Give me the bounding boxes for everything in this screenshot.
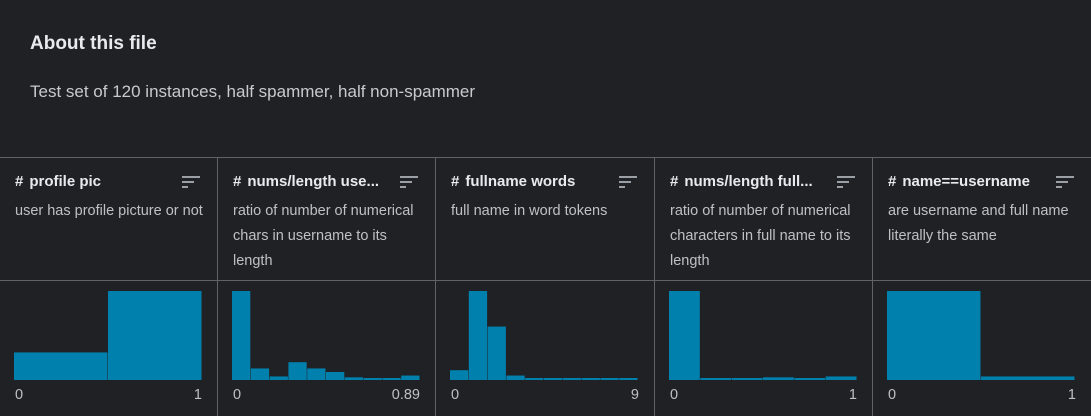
numeric-type-icon: #	[233, 172, 242, 190]
histogram-bar[interactable]	[700, 378, 732, 380]
column-card[interactable]: # fullname words full name in word token…	[436, 158, 655, 416]
numeric-type-icon: #	[451, 172, 460, 190]
column-title: nums/length full...	[684, 172, 813, 190]
histogram-bar[interactable]	[108, 291, 202, 380]
histogram-bar[interactable]	[382, 378, 401, 380]
about-section: About this file Test set of 120 instance…	[0, 0, 1091, 157]
column-title: nums/length use...	[247, 172, 380, 190]
column-header: # profile pic user has profile picture o…	[0, 158, 217, 281]
column-description: are username and full name literally the…	[888, 203, 1069, 244]
sort-icon[interactable]	[182, 175, 202, 189]
histogram-bar[interactable]	[763, 377, 794, 380]
histogram[interactable]	[450, 291, 638, 380]
histogram-bar[interactable]	[344, 377, 364, 380]
column-card[interactable]: # profile pic user has profile picture o…	[0, 158, 218, 416]
column-header: # fullname words full name in word token…	[436, 158, 654, 281]
histogram-bar[interactable]	[619, 378, 638, 380]
histogram-bar[interactable]	[269, 376, 288, 380]
histogram-bar[interactable]	[581, 378, 600, 380]
histogram-bar[interactable]	[326, 371, 345, 380]
histogram-bar[interactable]	[562, 378, 582, 380]
column-description: user has profile picture or not	[15, 203, 203, 219]
histogram-bar[interactable]	[487, 326, 506, 380]
sort-icon[interactable]	[1056, 175, 1076, 189]
histogram-bar[interactable]	[288, 362, 307, 380]
histogram-bar[interactable]	[307, 368, 326, 380]
about-description: Test set of 120 instances, half spammer,…	[30, 82, 476, 101]
range-min-label: 0	[670, 387, 679, 403]
column-description: ratio of number of numerical characters …	[670, 203, 851, 269]
range-min-label: 0	[233, 387, 242, 403]
numeric-type-icon: #	[15, 172, 24, 190]
about-title: About this file	[30, 33, 157, 54]
column-description: full name in word tokens	[451, 203, 608, 219]
column-description: ratio of number of numerical chars in us…	[233, 203, 414, 269]
range-min-label: 0	[15, 387, 24, 403]
histogram-bar[interactable]	[981, 376, 1075, 380]
range-max-label: 1	[1067, 387, 1076, 403]
histogram-bar[interactable]	[232, 291, 251, 380]
sort-icon[interactable]	[837, 175, 857, 189]
range-max-label: 0.89	[391, 387, 420, 403]
column-header: # name==username are username and full n…	[873, 158, 1091, 281]
histogram-bar[interactable]	[600, 378, 619, 380]
numeric-type-icon: #	[888, 172, 897, 190]
histogram[interactable]	[14, 291, 202, 380]
range-max-label: 1	[193, 387, 202, 403]
histogram-bar[interactable]	[14, 352, 108, 380]
histogram-bar[interactable]	[887, 291, 981, 380]
column-title: profile pic	[29, 172, 102, 190]
histogram-bar[interactable]	[468, 291, 488, 380]
histogram-bar[interactable]	[363, 378, 382, 380]
histogram-bar[interactable]	[525, 378, 544, 380]
numeric-type-icon: #	[670, 172, 679, 190]
sort-icon[interactable]	[619, 175, 639, 189]
column-summary-grid: # profile pic user has profile picture o…	[0, 157, 1091, 416]
range-max-label: 1	[848, 387, 857, 403]
histogram[interactable]	[669, 291, 857, 380]
histogram[interactable]	[232, 291, 420, 380]
column-title: name==username	[902, 172, 1030, 190]
histogram-bar[interactable]	[825, 376, 857, 380]
column-card[interactable]: # nums/length full... ratio of number of…	[655, 158, 873, 416]
histogram-bar[interactable]	[731, 378, 763, 380]
range-min-label: 0	[451, 387, 460, 403]
histogram-bar[interactable]	[794, 378, 826, 380]
histogram-bar[interactable]	[450, 370, 469, 380]
histogram-bar[interactable]	[401, 375, 420, 380]
range-max-label: 9	[630, 387, 639, 403]
histogram-bar[interactable]	[544, 378, 563, 380]
histogram-bar[interactable]	[506, 375, 525, 380]
range-min-label: 0	[888, 387, 897, 403]
column-title: fullname words	[465, 172, 576, 190]
sort-icon[interactable]	[400, 175, 420, 189]
column-header: # nums/length use... ratio of number of …	[218, 158, 435, 281]
column-header: # nums/length full... ratio of number of…	[655, 158, 872, 281]
histogram[interactable]	[887, 291, 1075, 380]
histogram-bar[interactable]	[669, 291, 700, 380]
histogram-bar[interactable]	[250, 368, 270, 380]
column-card[interactable]: # name==username are username and full n…	[873, 158, 1091, 416]
column-card[interactable]: # nums/length use... ratio of number of …	[218, 158, 436, 416]
